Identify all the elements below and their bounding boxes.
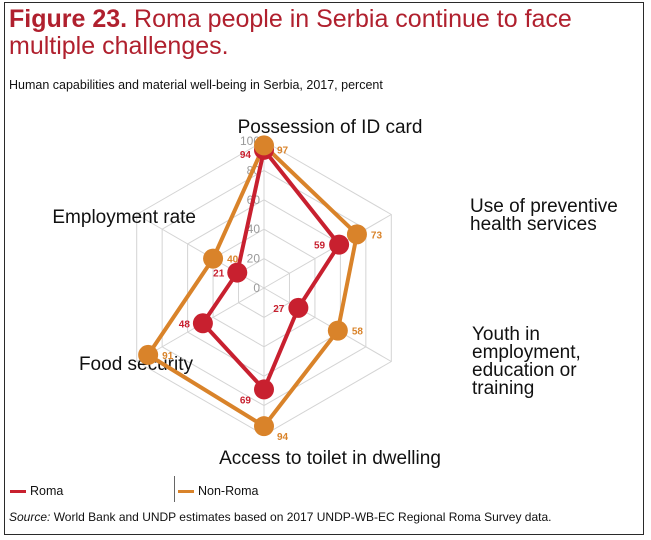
- figure-title: Figure 23. Roma people in Serbia continu…: [9, 6, 629, 60]
- data-point-non-roma: [254, 135, 274, 156]
- legend-label-roma: Roma: [30, 484, 64, 498]
- data-point-roma: [192, 313, 213, 334]
- data-label-roma: 59: [314, 241, 326, 252]
- source-note: Source: World Bank and UNDP estimates ba…: [9, 510, 551, 524]
- legend-item-roma: Roma: [10, 484, 63, 498]
- figure-number: Figure 23.: [9, 5, 128, 33]
- axis-label: Access to toilet in dwelling: [219, 448, 441, 469]
- data-point-non-roma: [346, 224, 367, 245]
- figure-subtitle: Human capabilities and material well-bei…: [9, 78, 383, 92]
- data-point-roma: [227, 262, 248, 283]
- source-text: World Bank and UNDP estimates based on 2…: [50, 510, 552, 524]
- data-label-non-roma: 91: [162, 351, 174, 362]
- data-label-non-roma: 58: [352, 327, 364, 338]
- data-label-non-roma: 94: [277, 432, 289, 443]
- data-point-roma: [329, 234, 350, 255]
- figure-title-text: Roma people in Serbia continue to face m…: [9, 5, 572, 60]
- data-point-roma: [288, 297, 309, 318]
- legend-item-non-roma: Non-Roma: [178, 484, 258, 498]
- legend-swatch-non-roma: [178, 490, 194, 494]
- axis-label: Youth in employment, education or training: [472, 324, 581, 399]
- grid-spoke-2: [263, 287, 392, 362]
- data-point-roma: [254, 379, 274, 400]
- legend-divider: [174, 476, 175, 502]
- data-label-roma: 27: [273, 304, 285, 315]
- axis-label: Employment rate: [52, 207, 196, 228]
- data-label-roma: 21: [213, 269, 225, 280]
- axis-label: Use of preventive health services: [470, 196, 618, 235]
- grid-spoke-1: [263, 214, 392, 289]
- data-label-roma: 69: [240, 395, 252, 406]
- data-label-roma: 48: [179, 319, 191, 330]
- radial-tick-label: 40: [247, 222, 261, 236]
- data-point-non-roma: [327, 320, 348, 341]
- source-label: Source:: [9, 510, 51, 524]
- radial-tick-label: 0: [253, 281, 260, 295]
- legend-swatch-roma: [10, 490, 26, 494]
- data-point-non-roma: [254, 416, 274, 437]
- data-label-non-roma: 97: [277, 145, 289, 156]
- data-label-non-roma: 73: [371, 230, 383, 241]
- data-point-non-roma: [203, 248, 224, 269]
- axis-label: Possession of ID card: [238, 117, 423, 138]
- data-label-roma: 94: [240, 150, 252, 161]
- axis-label: Food security: [79, 354, 194, 375]
- data-label-non-roma: 40: [227, 255, 239, 266]
- radial-tick-label: 20: [247, 252, 261, 266]
- data-point-non-roma: [138, 344, 159, 365]
- legend-label-non-roma: Non-Roma: [198, 484, 259, 498]
